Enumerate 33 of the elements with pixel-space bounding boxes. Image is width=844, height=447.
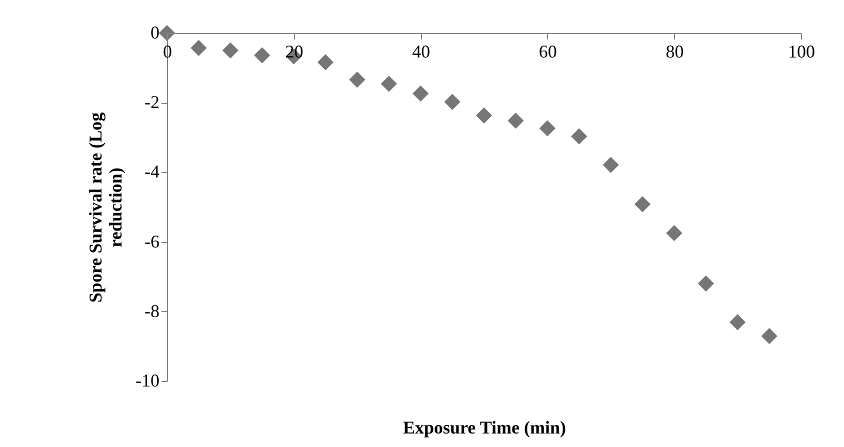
point [222, 42, 238, 58]
x-axis-title: Exposure Time (min) [402, 418, 566, 438]
x-tick-label: 80 [666, 42, 684, 62]
point [539, 120, 556, 136]
y-tick-label: -8 [144, 300, 160, 321]
point [666, 225, 682, 242]
point [349, 72, 366, 88]
y-tick-label: 0 [150, 22, 160, 42]
x-tick-label: 0 [163, 42, 172, 62]
point [730, 314, 746, 330]
point [698, 276, 714, 292]
y-tick-label: -10 [136, 370, 160, 390]
point [412, 85, 429, 102]
y-tick-label: -4 [144, 162, 160, 182]
point [254, 47, 270, 64]
x-tick-label: 40 [412, 42, 430, 62]
point [158, 24, 176, 42]
point [571, 128, 588, 144]
point [444, 94, 460, 110]
x-tick-label: 60 [538, 42, 557, 62]
x-tick-label: 100 [788, 42, 815, 62]
point [476, 107, 492, 124]
y-tick-label: -6 [144, 231, 160, 252]
point [508, 112, 524, 129]
point [317, 54, 334, 70]
point [602, 156, 619, 173]
x-tick-label: 20 [285, 42, 304, 62]
point [634, 196, 651, 212]
point [761, 328, 778, 344]
y-tick-label: -2 [144, 92, 160, 112]
point [190, 40, 207, 56]
y-axis-title: Spore Survival rate (Log reduction) [86, 112, 126, 303]
point [380, 76, 397, 92]
